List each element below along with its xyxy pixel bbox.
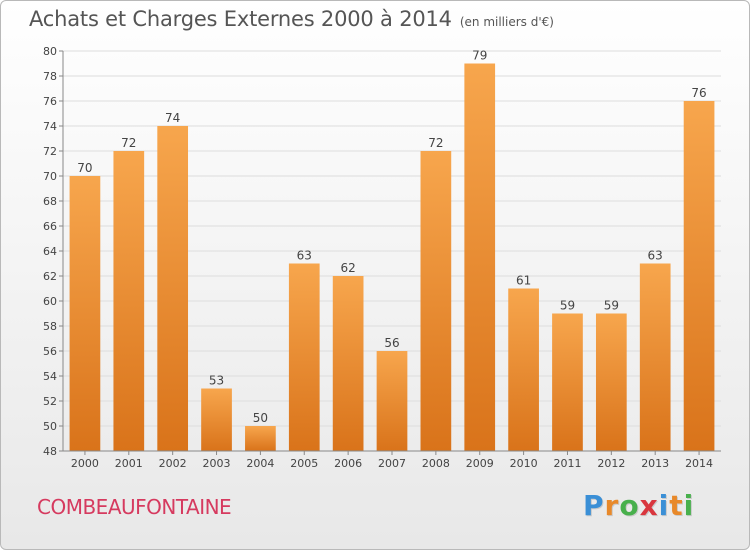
chart-title: Achats et Charges Externes 2000 à 2014 [29,7,452,31]
y-tick-label: 72 [43,145,57,158]
bar-2009 [464,63,496,451]
x-tick-label-2012: 2012 [597,457,625,470]
bars: 70 72 74 53 50 63 62 56 72 79 61 59 59 63 76 [69,49,715,451]
y-tick-label: 76 [43,95,57,108]
brand-letter: t [669,489,684,522]
y-tick-label: 56 [43,345,57,358]
y-tick-label: 68 [43,195,57,208]
y-tick-label: 66 [43,220,57,233]
data-label-2005: 63 [297,249,312,263]
brand-letter: P [583,489,605,522]
brand-letter: o [619,489,640,522]
x-tick-label-2003: 2003 [203,457,231,470]
x-tick-label-2013: 2013 [641,457,669,470]
data-label-2013: 63 [648,249,663,263]
bar-2012 [595,313,627,451]
y-tick-label: 74 [43,120,57,133]
brand-letter: x [639,489,659,522]
bar-2005 [288,263,320,451]
x-tick-label-2002: 2002 [159,457,187,470]
brand-letter: i [658,489,670,522]
bar-2002 [157,126,189,451]
data-label-2003: 53 [209,374,224,388]
x-tick-label-2001: 2001 [115,457,143,470]
data-label-2010: 61 [516,274,531,288]
data-label-2001: 72 [121,136,136,150]
y-tick-label: 80 [43,45,57,58]
brand-letter: i [683,489,695,522]
data-label-2011: 59 [560,299,575,313]
data-label-2014: 76 [691,86,706,100]
bar-2011 [552,313,583,451]
y-tick-label: 58 [43,320,57,333]
y-tick-label: 52 [43,395,57,408]
y-tick-label: 60 [43,295,57,308]
x-tick-label-2014: 2014 [685,457,713,470]
data-label-2002: 74 [165,111,180,125]
bar-2001 [113,151,145,451]
bar-2014 [683,101,715,451]
data-label-2000: 70 [77,161,92,175]
y-tick-label: 48 [43,445,57,458]
chart-unit: (en milliers d'€) [459,15,554,29]
brand-letter: r [604,489,620,522]
y-tick-label: 50 [43,420,57,433]
x-tick-label-2010: 2010 [510,457,538,470]
bar-2000 [69,176,101,451]
bar-2008 [420,151,452,451]
bar-2004 [245,426,276,451]
data-label-2007: 56 [384,336,399,350]
data-label-2009: 79 [472,49,487,63]
y-tick-label: 70 [43,170,57,183]
axes: 48 50 52 54 56 58 60 62 64 66 68 70 72 74 76 78 80 2000 20… [43,45,721,470]
bar-2007 [376,351,408,451]
proxiti-logo[interactable]: Proxiti [583,489,694,522]
x-tick-label-2011: 2011 [553,457,581,470]
data-label-2008: 72 [428,136,443,150]
y-tick-label: 64 [43,245,57,258]
y-tick-label: 62 [43,270,57,283]
data-label-2006: 62 [340,261,355,275]
chart-title-row: Achats et Charges Externes 2000 à 2014 (e… [29,7,554,31]
x-tick-label-2000: 2000 [71,457,99,470]
x-tick-label-2007: 2007 [378,457,406,470]
x-tick-label-2009: 2009 [466,457,494,470]
bar-2003 [201,388,232,451]
y-tick-label: 78 [43,70,57,83]
bar-2013 [639,263,671,451]
y-tick-label: 54 [43,370,57,383]
x-tick-label-2006: 2006 [334,457,362,470]
bar-2010 [508,288,539,451]
bar-2006 [332,276,364,451]
commune-name: COMBEAUFONTAINE [37,495,232,519]
x-tick-label-2008: 2008 [422,457,450,470]
data-label-2012: 59 [604,299,619,313]
data-label-2004: 50 [253,411,268,425]
x-tick-label-2005: 2005 [290,457,318,470]
x-tick-label-2004: 2004 [246,457,274,470]
